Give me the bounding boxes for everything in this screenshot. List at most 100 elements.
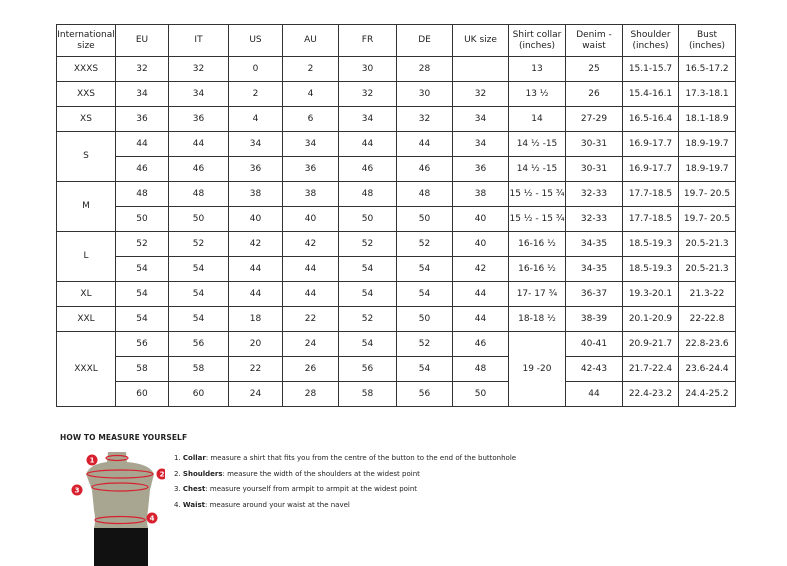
table-cell: 32-33 [565, 206, 623, 232]
column-header: Shoulder (inches) [622, 24, 679, 57]
table-cell: 44 [282, 256, 339, 282]
table-cell: 38 [228, 181, 283, 207]
marker-2: 2 [160, 471, 165, 479]
column-header: UK size [452, 24, 509, 57]
table-cell: 32 [396, 106, 453, 132]
international-size-cell: XXXL [56, 331, 116, 407]
table-cell: 16.5-17.2 [678, 56, 736, 82]
table-cell: 52 [396, 331, 453, 357]
table-cell: 58 [115, 356, 169, 382]
table-cell: 28 [396, 56, 453, 82]
table-cell: 44 [452, 281, 509, 307]
table-cell: 54 [168, 306, 229, 332]
table-cell: 52 [338, 231, 397, 257]
torso-measure-illustration: 1 2 3 4 [71, 452, 165, 566]
table-cell: 18.9-19.7 [678, 131, 736, 157]
table-cell: 21.7-22.4 [622, 356, 679, 382]
table-cell: 14 ½ -15 [508, 131, 566, 157]
table-cell: 48 [115, 181, 169, 207]
table-cell: 46 [168, 156, 229, 182]
table-cell: 28 [282, 381, 339, 407]
table-cell: 46 [115, 156, 169, 182]
table-row: XXS 34 34 2 4 32 30 32 13 ½ 26 15.4-16.1 17.3-18.1 [56, 81, 736, 107]
column-header: DE [396, 24, 453, 57]
table-cell: 48 [396, 181, 453, 207]
table-cell: 14 ½ -15 [508, 156, 566, 182]
table-row: 54 54 44 44 54 54 42 16-16 ½ 34-35 18.5-19.3 20.5-… [57, 256, 736, 282]
table-cell: 20 [228, 331, 283, 357]
table-cell: 18 [228, 306, 283, 332]
table-cell: 24.4-25.2 [678, 381, 736, 407]
table-cell: 36 [228, 156, 283, 182]
table-cell: 17- 17 ¾ [508, 281, 566, 307]
table-cell: 18.5-19.3 [622, 231, 679, 257]
table-cell: 26 [565, 81, 623, 107]
table-cell: 54 [338, 281, 397, 307]
table-cell: 36 [168, 106, 229, 132]
table-cell: 22-22.8 [678, 306, 736, 332]
table-cell: 50 [396, 206, 453, 232]
table-cell: 58 [338, 381, 397, 407]
table-row: 58 58 22 26 56 54 48 42-43 21.7-22.4 23.6-24.4 [57, 356, 736, 382]
table-cell: 48 [168, 181, 229, 207]
table-cell: 0 [228, 56, 283, 82]
table-cell: 40 [452, 231, 509, 257]
table-cell: 34-35 [565, 256, 623, 282]
table-cell: 52 [396, 231, 453, 257]
table-cell: 20.5-21.3 [678, 256, 736, 282]
table-cell: 36-37 [565, 281, 623, 307]
table-cell: 34 [452, 106, 509, 132]
table-cell: 58 [168, 356, 229, 382]
table-cell: 30-31 [565, 156, 623, 182]
table-cell: 20.5-21.3 [678, 231, 736, 257]
table-row: L 52 52 42 42 52 52 40 16-16 ½ 34-35 18.5-19.3 20.5… [56, 231, 736, 282]
marker-1: 1 [90, 457, 95, 465]
table-cell: 54 [396, 356, 453, 382]
table-cell: 13 [508, 56, 566, 82]
table-cell: 26 [282, 356, 339, 382]
size-chart-table: International size EU IT US AU FR DE UK size Shi… [56, 24, 736, 407]
table-cell: 18.1-18.9 [678, 106, 736, 132]
table-row: 50 50 40 40 50 50 40 15 ½ - 15 ¾ 32-33 17.7-18.5 1… [57, 206, 736, 232]
table-row: XL 54 54 44 44 54 54 44 17- 17 ¾ 36-37 19.3-20.1 21… [56, 281, 736, 307]
table-cell: 54 [338, 256, 397, 282]
table-cell: 4 [282, 81, 339, 107]
international-size-cell: XXXS [56, 56, 116, 82]
table-cell: 22 [282, 306, 339, 332]
table-cell: 44 [452, 306, 509, 332]
table-cell: 15 ½ - 15 ¾ [508, 206, 566, 232]
international-size-cell: XL [56, 281, 116, 307]
table-cell: 24 [228, 381, 283, 407]
table-cell: 17.7-18.5 [622, 181, 679, 207]
table-cell: 32 [452, 81, 509, 107]
table-cell: 6 [282, 106, 339, 132]
table-cell: 32 [115, 56, 169, 82]
table-cell: 46 [452, 331, 509, 357]
column-header: AU [282, 24, 339, 57]
table-cell: 54 [115, 256, 169, 282]
international-size-cell: XXS [56, 81, 116, 107]
table-cell: 54 [168, 281, 229, 307]
table-cell: 44 [338, 131, 397, 157]
table-cell: 19.7- 20.5 [678, 206, 736, 232]
table-row: XXXL 56 56 20 24 54 52 46 19 -20 40-41 20.9-21.7 22… [56, 331, 736, 407]
table-cell: 42 [452, 256, 509, 282]
step-collar: 1. Collar: measure a shirt that fits you… [174, 454, 517, 462]
table-row: S 44 44 34 34 44 44 34 14 ½ -15 30-31 16.9-17.7 18.… [56, 131, 736, 182]
table-cell: 40 [282, 206, 339, 232]
table-cell: 34 [452, 131, 509, 157]
table-cell: 20.9-21.7 [622, 331, 679, 357]
table-row: XXXS 32 32 0 2 30 28 13 25 15.1-15.7 16.5-17.2 [56, 56, 736, 82]
table-cell: 54 [115, 281, 169, 307]
international-size-cell: XXL [56, 306, 116, 332]
header-row: International size EU IT US AU FR DE UK size Shi… [56, 24, 736, 57]
table-cell: 50 [452, 381, 509, 407]
marker-3: 3 [75, 487, 80, 495]
table-cell: 22.8-23.6 [678, 331, 736, 357]
table-cell: 15.1-15.7 [622, 56, 679, 82]
table-cell: 30 [338, 56, 397, 82]
table-cell: 30-31 [565, 131, 623, 157]
table-cell: 38-39 [565, 306, 623, 332]
table-cell: 56 [338, 356, 397, 382]
table-cell: 16.5-16.4 [622, 106, 679, 132]
